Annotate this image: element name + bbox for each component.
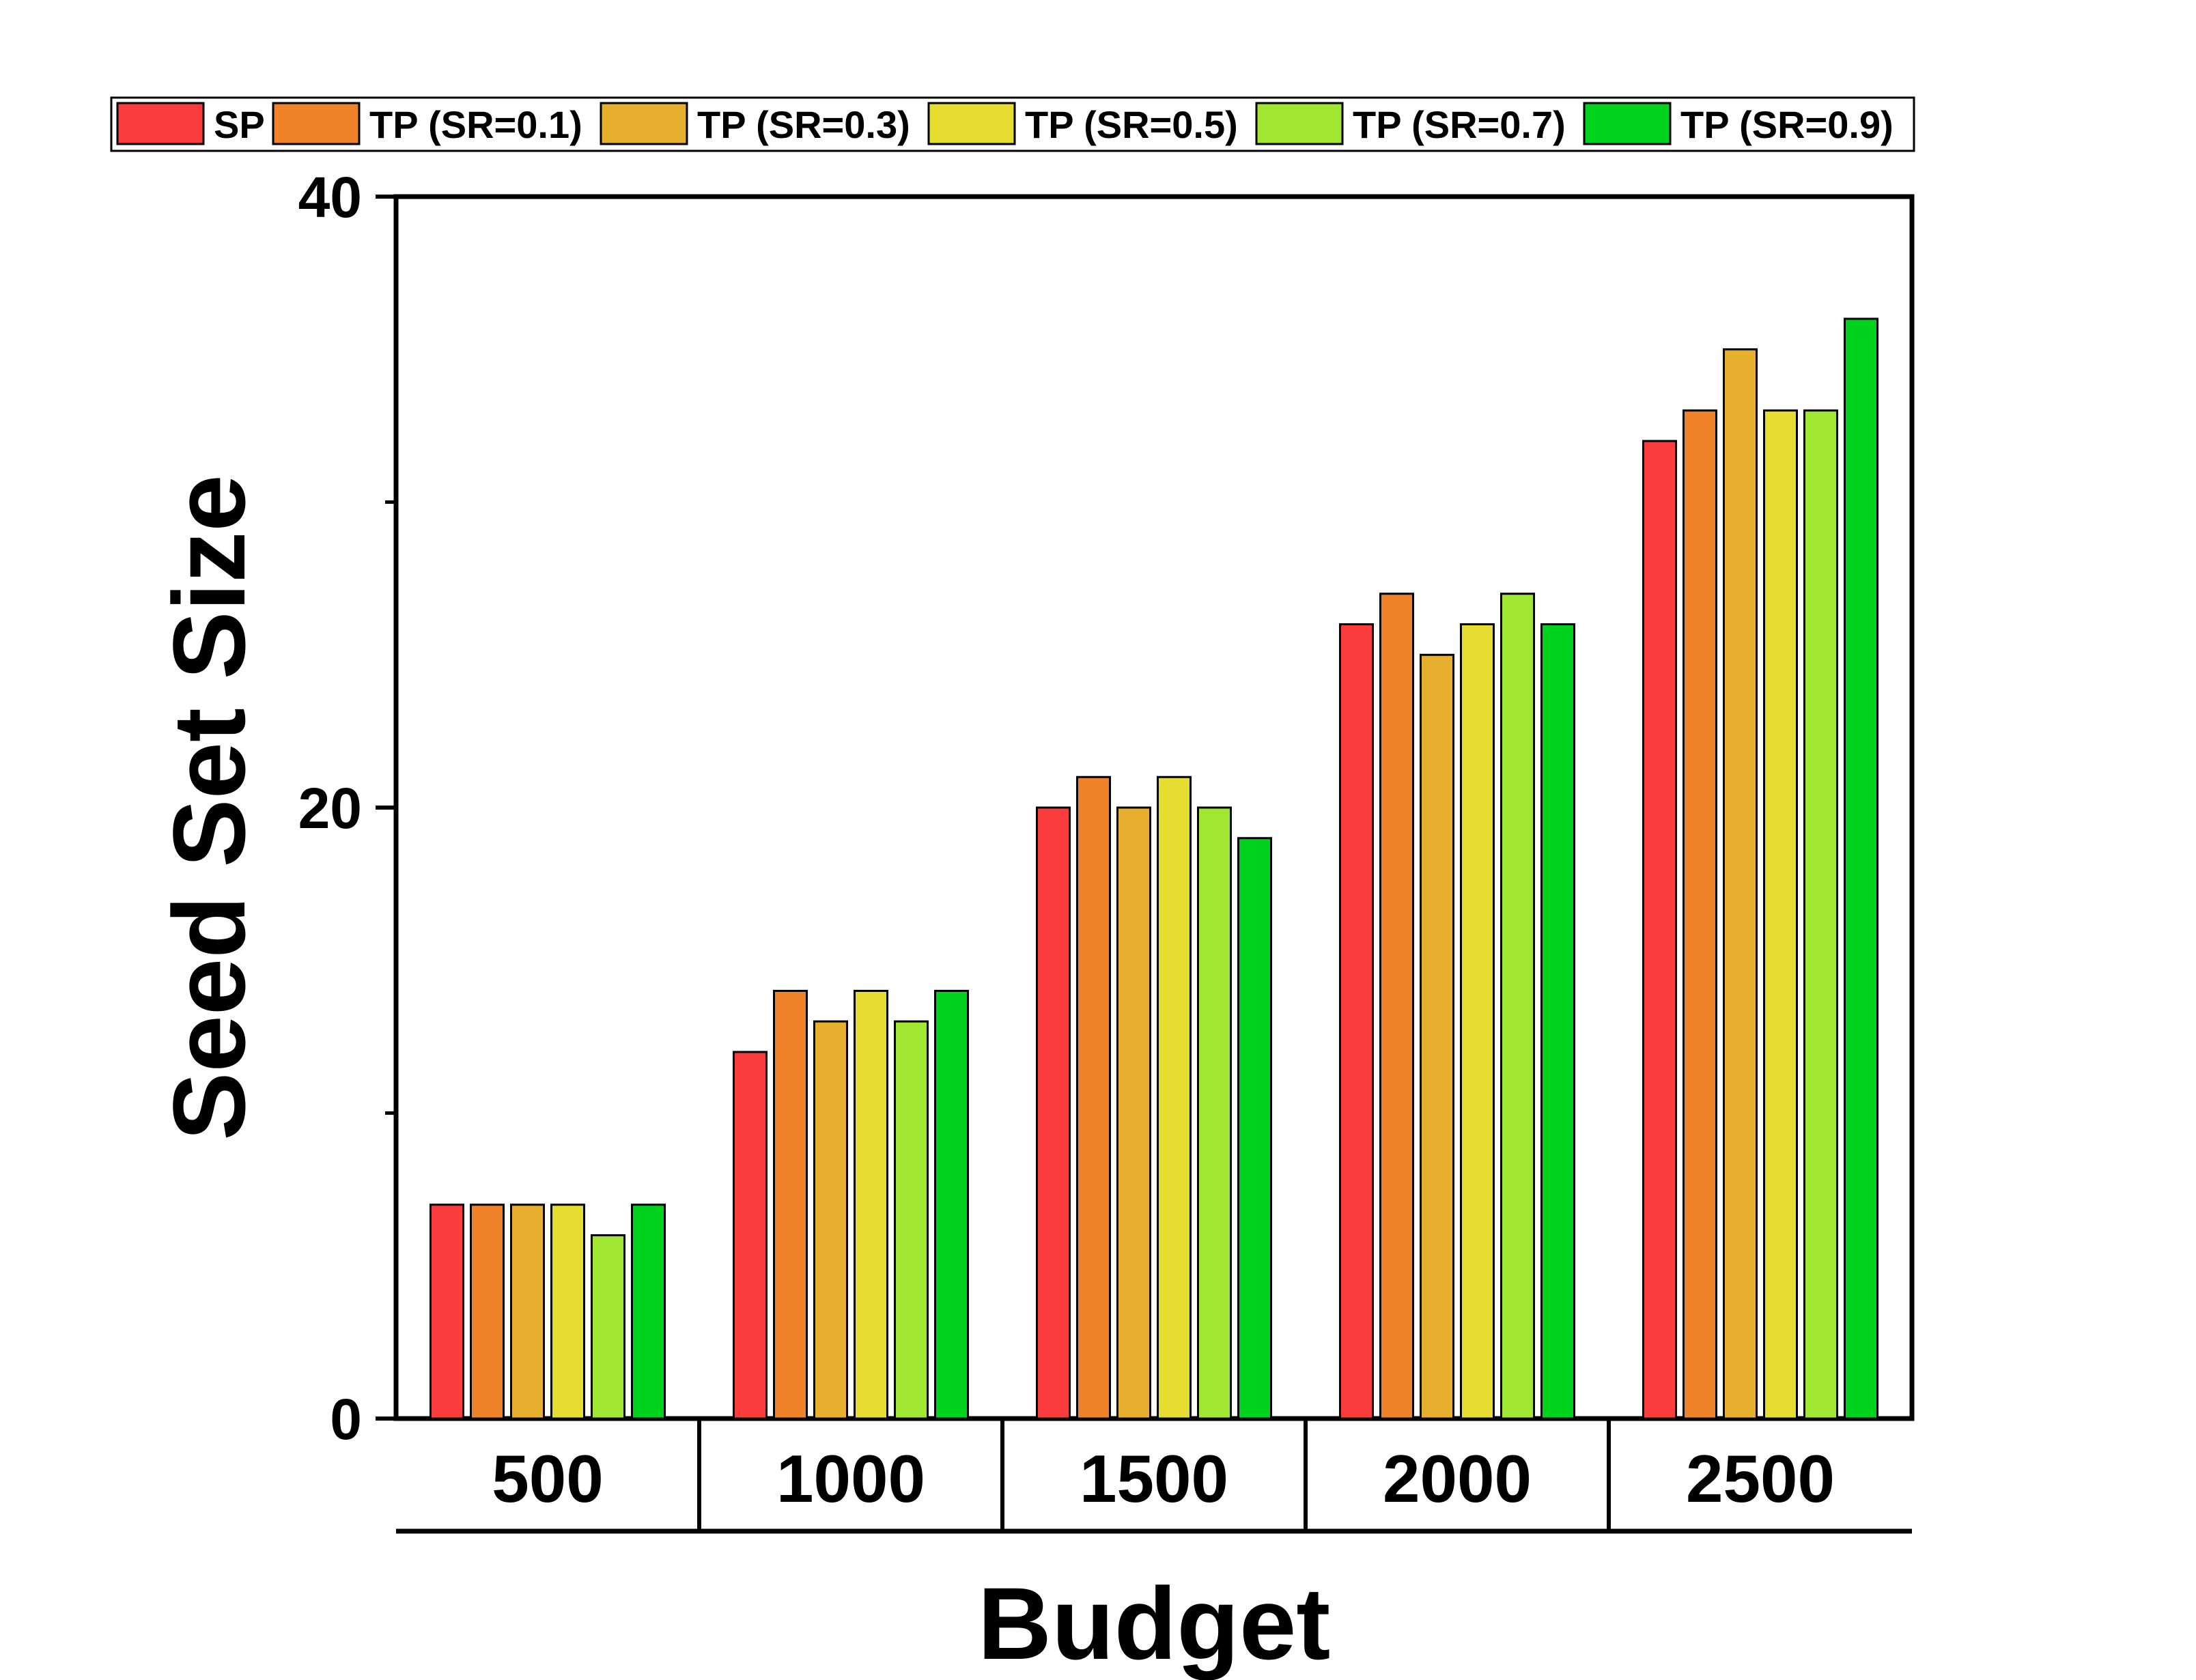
bar	[773, 990, 808, 1420]
bar	[1036, 806, 1071, 1420]
y-tick-label: 40	[298, 165, 362, 229]
bar	[1723, 348, 1758, 1420]
bar	[1642, 440, 1677, 1420]
bar	[1197, 806, 1232, 1420]
legend-swatch	[116, 102, 205, 145]
bar	[591, 1234, 625, 1420]
legend-swatch	[1583, 102, 1672, 145]
bar	[1237, 837, 1272, 1420]
legend-label: TP (SR=0.3)	[697, 103, 910, 146]
bar	[894, 1020, 929, 1420]
plot-area: 0 20 40 500 1000 1500 2000 2500	[298, 165, 1915, 1534]
bar	[854, 990, 888, 1420]
bar	[1076, 775, 1111, 1420]
bar	[733, 1051, 768, 1420]
x-axis-title: Budget	[978, 1566, 1331, 1680]
legend-label: SP	[214, 103, 265, 146]
bar	[1157, 775, 1192, 1420]
bar	[1803, 409, 1838, 1420]
bar	[1379, 593, 1414, 1420]
legend-swatch	[272, 102, 361, 145]
legend: SP TP (SR=0.1) TP (SR=0.3) TP (SR=0.5) TP (S…	[110, 96, 1915, 152]
bar	[1844, 317, 1878, 1420]
y-axis-title: Seed Set Size	[152, 474, 266, 1140]
bar	[1420, 653, 1454, 1420]
legend-label: TP (SR=0.7)	[1353, 103, 1566, 146]
legend-label: TP (SR=0.5)	[1025, 103, 1238, 146]
bar	[1500, 593, 1535, 1420]
bar	[631, 1204, 666, 1420]
bar	[1339, 623, 1374, 1420]
bar	[1540, 623, 1575, 1420]
legend-swatch	[1255, 102, 1344, 145]
bar	[934, 990, 969, 1420]
legend-label: TP (SR=0.1)	[369, 103, 582, 146]
legend-label: TP (SR=0.9)	[1680, 103, 1894, 146]
x-category-label: 500	[492, 1441, 604, 1516]
y-tick-label: 20	[298, 776, 362, 840]
bar	[470, 1204, 505, 1420]
x-category-label: 2000	[1383, 1441, 1532, 1516]
x-category-label: 1000	[776, 1441, 925, 1516]
y-tick-label: 0	[330, 1387, 362, 1451]
x-category-label: 1500	[1080, 1441, 1228, 1516]
bar	[430, 1204, 464, 1420]
bar	[550, 1204, 585, 1420]
x-category-label: 2500	[1686, 1441, 1835, 1516]
bar	[1460, 623, 1495, 1420]
bar	[1763, 409, 1798, 1420]
legend-swatch	[600, 102, 688, 145]
bar	[510, 1204, 545, 1420]
bar	[813, 1020, 848, 1420]
bar	[1116, 806, 1151, 1420]
bar	[1683, 409, 1717, 1420]
legend-swatch	[927, 102, 1016, 145]
